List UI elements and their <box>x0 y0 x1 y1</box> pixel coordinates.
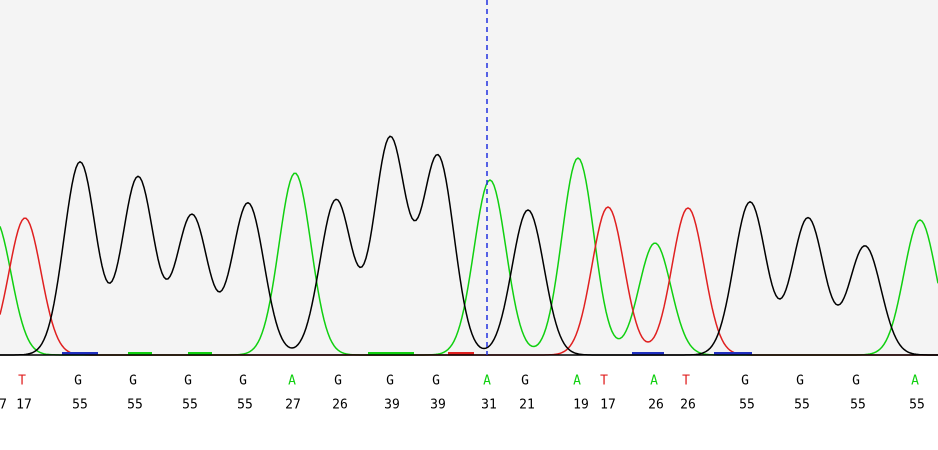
base-letter: G <box>796 374 804 389</box>
quality-value: 39 <box>384 398 400 413</box>
quality-value: 55 <box>794 398 810 413</box>
quality-value: 55 <box>850 398 866 413</box>
base-letter: A <box>483 374 491 389</box>
base-letter: G <box>184 374 192 389</box>
base-letter: A <box>650 374 658 389</box>
base-letter: G <box>386 374 394 389</box>
quality-value: 27 <box>285 398 301 413</box>
base-letter: T <box>18 374 26 389</box>
base-letter: G <box>432 374 440 389</box>
base-letter: G <box>74 374 82 389</box>
quality-value: 31 <box>481 398 497 413</box>
quality-value: 39 <box>430 398 446 413</box>
base-letter: T <box>682 374 690 389</box>
quality-value: 7 <box>0 398 7 413</box>
quality-value: 21 <box>519 398 535 413</box>
base-letter: G <box>521 374 529 389</box>
base-letter: A <box>573 374 581 389</box>
quality-value: 55 <box>127 398 143 413</box>
quality-value: 26 <box>332 398 348 413</box>
quality-value: 55 <box>182 398 198 413</box>
trace-area <box>0 0 938 355</box>
base-letter: G <box>334 374 342 389</box>
base-letter: T <box>600 374 608 389</box>
quality-value: 17 <box>16 398 32 413</box>
quality-value: 17 <box>600 398 616 413</box>
quality-value: 55 <box>237 398 253 413</box>
base-letter: A <box>288 374 296 389</box>
base-letter: A <box>911 374 919 389</box>
base-letter: G <box>741 374 749 389</box>
quality-value: 26 <box>680 398 696 413</box>
quality-value: 55 <box>739 398 755 413</box>
quality-value: 55 <box>72 398 88 413</box>
base-letter: G <box>129 374 137 389</box>
base-calls: 7T17G55G55G55G55A27G26G39G39A31G21A19T17… <box>0 374 925 413</box>
quality-value: 55 <box>909 398 925 413</box>
base-letter: G <box>239 374 247 389</box>
quality-value: 26 <box>648 398 664 413</box>
trace <box>0 135 938 356</box>
quality-value: 19 <box>573 398 589 413</box>
base-letter: G <box>852 374 860 389</box>
